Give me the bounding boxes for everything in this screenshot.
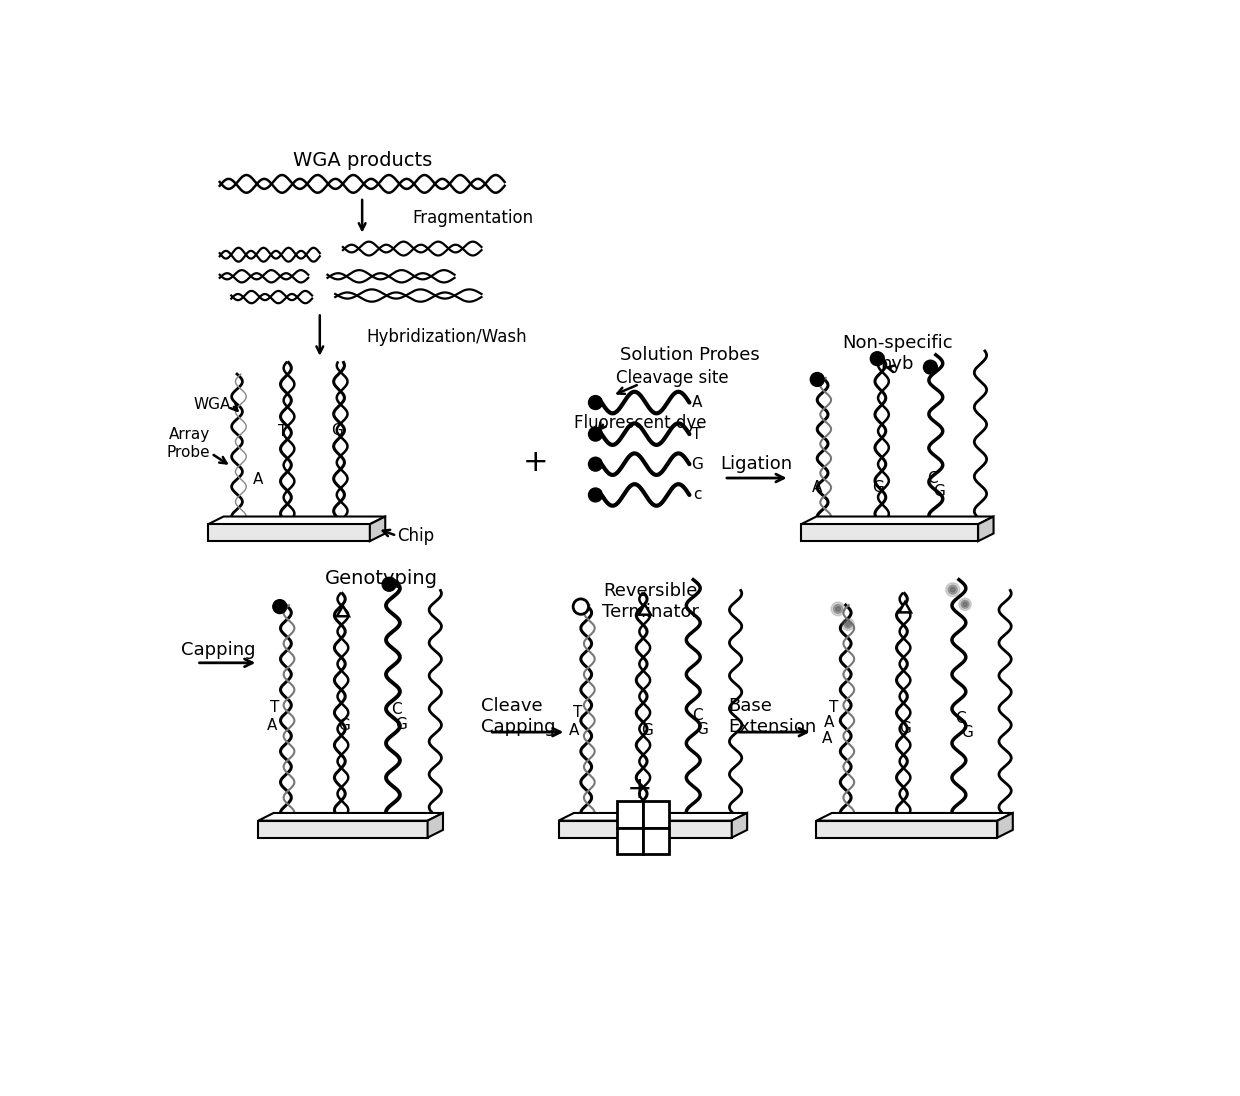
- Text: Base
Extension: Base Extension: [728, 697, 816, 737]
- Polygon shape: [801, 516, 993, 524]
- Text: Fragmentation: Fragmentation: [412, 208, 533, 227]
- Text: A: A: [812, 480, 822, 494]
- Circle shape: [831, 602, 844, 616]
- Circle shape: [963, 602, 967, 606]
- Text: Non-specific
hyb: Non-specific hyb: [842, 334, 952, 373]
- Polygon shape: [428, 813, 443, 837]
- Polygon shape: [370, 516, 386, 541]
- Text: A: A: [822, 731, 832, 745]
- Text: G: G: [641, 723, 653, 738]
- Text: +: +: [522, 448, 548, 477]
- Text: A: A: [253, 472, 263, 487]
- Text: Array
Probe: Array Probe: [167, 427, 211, 459]
- Text: C: C: [692, 708, 702, 722]
- Bar: [618, 801, 644, 827]
- Polygon shape: [816, 813, 1013, 821]
- Circle shape: [844, 620, 852, 628]
- Text: Solution Probes: Solution Probes: [620, 346, 760, 364]
- Circle shape: [870, 352, 884, 366]
- Text: G: G: [691, 457, 703, 471]
- Bar: [644, 827, 670, 854]
- Polygon shape: [258, 813, 443, 821]
- Text: A: A: [267, 719, 278, 733]
- Text: C: C: [650, 806, 663, 823]
- Text: c: c: [693, 488, 702, 502]
- Polygon shape: [899, 602, 911, 613]
- Text: G: G: [339, 719, 351, 733]
- Text: G: G: [872, 480, 884, 494]
- Polygon shape: [558, 821, 732, 837]
- Text: Cleavage site: Cleavage site: [616, 369, 729, 387]
- Text: G: G: [696, 721, 708, 737]
- Text: C: C: [928, 470, 937, 486]
- Text: T: T: [573, 706, 583, 720]
- Text: WGA products: WGA products: [293, 151, 432, 170]
- Polygon shape: [208, 516, 386, 524]
- Circle shape: [573, 598, 589, 615]
- Text: Genotyping: Genotyping: [325, 569, 438, 587]
- Text: Ligation: Ligation: [720, 455, 792, 473]
- Circle shape: [589, 427, 603, 441]
- Text: A: A: [825, 716, 835, 730]
- Circle shape: [946, 583, 960, 596]
- Text: +: +: [626, 775, 652, 804]
- Bar: [618, 827, 644, 854]
- Text: Hybridization/Wash: Hybridization/Wash: [366, 328, 527, 346]
- Text: G: G: [394, 717, 407, 732]
- Polygon shape: [978, 516, 993, 541]
- Circle shape: [949, 585, 957, 594]
- Circle shape: [836, 606, 841, 612]
- Text: G: G: [899, 721, 911, 735]
- Text: G: G: [961, 724, 972, 740]
- Text: G: G: [331, 423, 342, 437]
- Circle shape: [810, 373, 825, 387]
- Text: WGA: WGA: [193, 398, 231, 412]
- Polygon shape: [558, 813, 748, 821]
- Circle shape: [589, 457, 603, 471]
- Polygon shape: [732, 813, 748, 837]
- Polygon shape: [801, 524, 978, 541]
- Text: Fluorescent dye: Fluorescent dye: [574, 413, 707, 432]
- Text: C: C: [955, 711, 966, 726]
- Text: T: T: [692, 426, 702, 442]
- Polygon shape: [258, 821, 428, 837]
- Polygon shape: [997, 813, 1013, 837]
- Text: G: G: [932, 484, 945, 500]
- Text: G: G: [649, 832, 663, 849]
- Circle shape: [382, 578, 396, 591]
- Text: T: T: [278, 424, 288, 439]
- Circle shape: [959, 598, 971, 610]
- Text: Capping: Capping: [181, 641, 255, 659]
- Polygon shape: [208, 524, 370, 541]
- Bar: [644, 801, 670, 827]
- Circle shape: [950, 587, 955, 592]
- Text: A: A: [624, 832, 637, 849]
- Polygon shape: [337, 606, 348, 616]
- Text: A: A: [692, 395, 702, 410]
- Circle shape: [924, 361, 937, 374]
- Text: T: T: [830, 700, 838, 715]
- Polygon shape: [816, 821, 997, 837]
- Circle shape: [273, 600, 286, 614]
- Text: Cleave
Capping: Cleave Capping: [481, 697, 556, 737]
- Text: A: A: [569, 723, 579, 738]
- Circle shape: [833, 604, 842, 614]
- Text: Reversible
Terminator: Reversible Terminator: [603, 582, 699, 620]
- Text: T: T: [624, 806, 636, 823]
- Circle shape: [846, 623, 851, 627]
- Text: C: C: [392, 701, 402, 717]
- Circle shape: [589, 488, 603, 502]
- Circle shape: [589, 396, 603, 410]
- Text: T: T: [270, 700, 280, 715]
- Text: Chip: Chip: [397, 527, 434, 545]
- Circle shape: [842, 618, 854, 630]
- Polygon shape: [639, 604, 651, 615]
- Circle shape: [961, 601, 970, 608]
